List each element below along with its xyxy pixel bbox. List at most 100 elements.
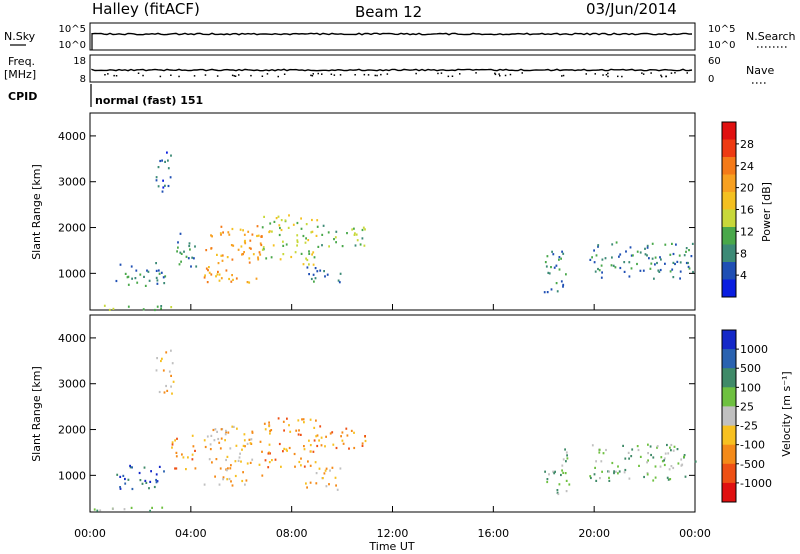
data-cell bbox=[157, 269, 160, 272]
data-cell bbox=[181, 453, 183, 456]
data-cell bbox=[164, 275, 167, 278]
data-cell bbox=[220, 277, 223, 280]
colorbar-swatch bbox=[722, 463, 736, 484]
data-cell bbox=[546, 291, 549, 294]
data-cell bbox=[590, 476, 592, 480]
data-cell bbox=[246, 462, 249, 465]
data-cell bbox=[672, 449, 675, 452]
data-cell bbox=[174, 467, 176, 470]
nave-dot bbox=[234, 75, 237, 77]
data-cell bbox=[93, 508, 96, 511]
xtick-label: 00:00 bbox=[679, 527, 711, 540]
data-cell bbox=[654, 476, 657, 479]
data-cell bbox=[654, 465, 657, 468]
data-cell bbox=[119, 475, 122, 478]
data-cell bbox=[252, 253, 255, 256]
data-cell bbox=[339, 272, 342, 275]
data-cell bbox=[220, 225, 223, 228]
data-cell bbox=[669, 446, 671, 449]
data-cell bbox=[311, 253, 313, 256]
data-cell bbox=[170, 349, 172, 352]
colorbar-swatch bbox=[722, 192, 736, 210]
data-cell bbox=[261, 226, 264, 229]
data-cell bbox=[169, 176, 172, 179]
velocity-yticks: 1000 2000 3000 4000 bbox=[58, 332, 695, 482]
data-cell bbox=[220, 233, 222, 236]
data-cell bbox=[163, 391, 166, 394]
nave-dot bbox=[504, 74, 507, 77]
data-cell bbox=[680, 458, 683, 461]
data-cell bbox=[615, 470, 617, 473]
data-cell bbox=[293, 452, 296, 456]
data-cell bbox=[298, 429, 300, 432]
data-cell bbox=[129, 464, 131, 467]
data-cell bbox=[685, 247, 688, 250]
data-cell bbox=[361, 237, 364, 240]
data-cell bbox=[651, 257, 654, 260]
data-cell bbox=[279, 226, 281, 230]
data-cell bbox=[308, 273, 310, 276]
data-cell bbox=[322, 224, 325, 227]
data-cell bbox=[687, 261, 689, 265]
data-cell bbox=[305, 223, 308, 226]
data-cell bbox=[231, 484, 234, 487]
xtick-label: 04:00 bbox=[175, 527, 207, 540]
data-cell bbox=[599, 477, 601, 480]
data-cell bbox=[219, 447, 222, 450]
data-cell bbox=[597, 267, 599, 271]
data-cell bbox=[282, 240, 284, 243]
data-cell bbox=[594, 466, 596, 469]
data-cell bbox=[687, 265, 690, 268]
data-cell bbox=[561, 464, 564, 467]
data-cell bbox=[243, 439, 246, 442]
nave-dot bbox=[607, 72, 609, 75]
data-cell bbox=[623, 471, 626, 474]
data-cell bbox=[241, 253, 243, 256]
nsky-line bbox=[91, 32, 693, 36]
colorbar-tick-label: -1000 bbox=[740, 477, 772, 490]
data-cell bbox=[250, 438, 253, 441]
data-cell bbox=[672, 252, 675, 256]
data-cell bbox=[282, 450, 284, 453]
data-cell bbox=[163, 282, 166, 285]
data-cell bbox=[615, 241, 618, 244]
data-cell bbox=[248, 257, 251, 260]
nave-dot bbox=[509, 73, 512, 76]
data-cell bbox=[309, 481, 312, 484]
data-cell bbox=[208, 458, 211, 461]
data-cell bbox=[604, 257, 607, 260]
data-cell bbox=[250, 247, 252, 250]
data-cell bbox=[234, 474, 237, 478]
data-cell bbox=[644, 253, 647, 256]
freq-label: Freq. bbox=[8, 55, 35, 68]
data-cell bbox=[280, 465, 282, 468]
data-cell bbox=[231, 227, 234, 231]
data-cell bbox=[320, 436, 323, 439]
data-cell bbox=[647, 459, 649, 462]
data-cell bbox=[656, 261, 658, 265]
data-cell bbox=[185, 468, 187, 471]
data-cell bbox=[627, 451, 630, 454]
data-cell bbox=[628, 457, 630, 460]
data-cell bbox=[605, 448, 607, 452]
data-cell bbox=[124, 272, 127, 275]
data-cell bbox=[552, 470, 554, 473]
data-cell bbox=[138, 471, 141, 475]
nave-dot bbox=[374, 74, 376, 77]
data-cell bbox=[243, 433, 246, 436]
data-cell bbox=[691, 242, 694, 245]
data-cell bbox=[222, 231, 224, 234]
power-yticks: 1000 2000 3000 4000 bbox=[58, 130, 695, 280]
data-cell bbox=[163, 470, 165, 473]
data-cell bbox=[207, 269, 209, 272]
data-cell bbox=[146, 269, 148, 272]
velocity-panel-frame bbox=[89, 314, 696, 513]
data-cell bbox=[158, 465, 161, 468]
data-cell bbox=[669, 478, 672, 481]
data-cell bbox=[647, 452, 649, 455]
data-cell bbox=[646, 472, 649, 475]
nave-dot bbox=[170, 74, 172, 76]
data-cell bbox=[260, 243, 263, 247]
data-cell bbox=[228, 477, 231, 481]
data-cell bbox=[650, 262, 653, 265]
